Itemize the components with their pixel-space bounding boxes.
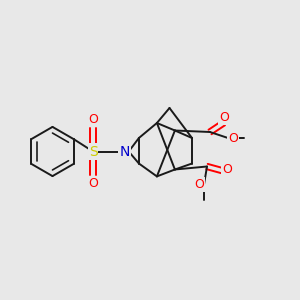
Text: O: O	[88, 177, 98, 190]
Text: N: N	[119, 145, 130, 158]
Text: O: O	[194, 178, 204, 191]
Text: O: O	[223, 163, 232, 176]
Text: O: O	[220, 111, 229, 124]
Text: O: O	[88, 112, 98, 126]
Text: O: O	[228, 131, 238, 145]
Text: S: S	[88, 145, 98, 158]
